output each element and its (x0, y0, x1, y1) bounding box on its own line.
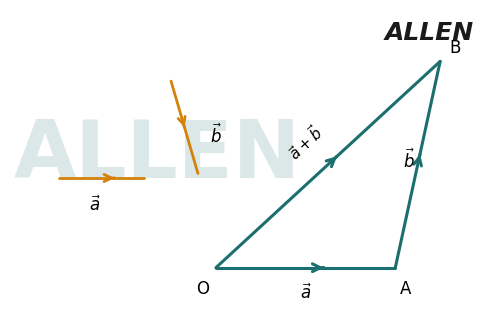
Text: $\vec{b}$: $\vec{b}$ (209, 123, 221, 147)
Text: A: A (399, 280, 410, 298)
Text: $\vec{a}$: $\vec{a}$ (89, 196, 101, 216)
Text: $\vec{a}$: $\vec{a}$ (299, 284, 311, 303)
Text: ALLEN: ALLEN (14, 117, 301, 195)
Text: $\vec{a}+\vec{b}$: $\vec{a}+\vec{b}$ (284, 121, 326, 163)
Text: O: O (196, 280, 208, 298)
Text: ALLEN: ALLEN (383, 21, 472, 45)
Text: B: B (448, 39, 459, 57)
Text: $\vec{b}$: $\vec{b}$ (402, 149, 414, 172)
